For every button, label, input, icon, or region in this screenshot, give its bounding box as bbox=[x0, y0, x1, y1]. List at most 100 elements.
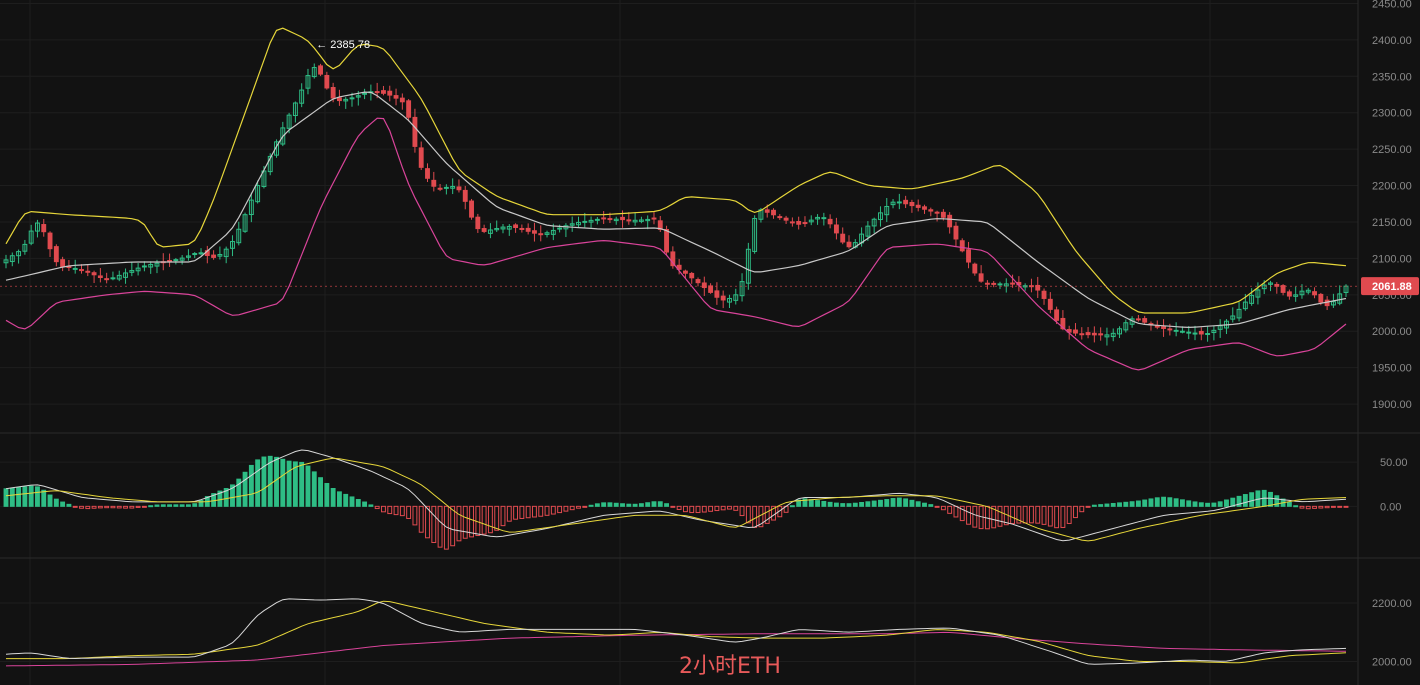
macd-histogram-bar-positive bbox=[292, 461, 298, 507]
candle-down bbox=[538, 233, 544, 236]
candle-up bbox=[506, 225, 512, 230]
candle-up bbox=[896, 201, 902, 204]
macd-histogram-bar-negative bbox=[141, 505, 147, 508]
macd-histogram-bar-positive bbox=[47, 494, 53, 507]
macd-histogram-bar-negative bbox=[437, 505, 443, 548]
candle-up bbox=[292, 102, 298, 117]
candle-up bbox=[752, 217, 758, 252]
candle-down bbox=[777, 216, 783, 219]
bollinger-lower-line bbox=[5, 117, 1347, 371]
indicator-pink-line bbox=[5, 631, 1347, 667]
macd-histogram-bar-negative bbox=[431, 505, 437, 543]
candle-down bbox=[462, 189, 468, 202]
candle-down bbox=[664, 228, 670, 253]
macd-histogram-bar-positive bbox=[1274, 495, 1280, 507]
price-axis-tick: 2000.00 bbox=[1372, 326, 1412, 338]
macd-histogram-bar-positive bbox=[192, 503, 198, 507]
candle-down bbox=[657, 220, 663, 230]
macd-histogram-bar-positive bbox=[1167, 497, 1173, 507]
candle-down bbox=[85, 270, 91, 273]
price-axis-tick: 2450.00 bbox=[1372, 0, 1412, 10]
macd-histogram-bar-positive bbox=[186, 504, 191, 507]
macd-histogram-bar-negative bbox=[1047, 505, 1053, 527]
macd-histogram-bar-negative bbox=[79, 505, 84, 509]
macd-histogram-bar-negative bbox=[1312, 505, 1317, 509]
price-axis-tick: 1950.00 bbox=[1372, 363, 1412, 375]
macd-histogram-bar-negative bbox=[393, 505, 399, 516]
candle-up bbox=[186, 255, 191, 258]
macd-histogram-bar-positive bbox=[1268, 491, 1273, 507]
macd-histogram-bar-negative bbox=[972, 505, 978, 528]
candle-up bbox=[154, 262, 160, 267]
price-pane[interactable]: ← 2385.78 bbox=[3, 27, 1349, 371]
candle-up bbox=[588, 219, 594, 223]
macd-histogram-bar-negative bbox=[557, 505, 563, 514]
candle-up bbox=[355, 95, 361, 98]
macd-histogram-bar-positive bbox=[626, 503, 632, 507]
macd-histogram-bar-positive bbox=[651, 501, 657, 507]
macd-histogram-bar-negative bbox=[959, 505, 965, 522]
price-axis-tick: 2400.00 bbox=[1372, 35, 1412, 47]
macd-histogram-bar-positive bbox=[1224, 499, 1229, 507]
candle-down bbox=[406, 100, 412, 118]
candle-up bbox=[1186, 331, 1192, 334]
macd-pane[interactable] bbox=[3, 449, 1349, 550]
candle-up bbox=[494, 228, 500, 231]
macd-histogram-bar-positive bbox=[305, 465, 311, 507]
candle-down bbox=[783, 217, 789, 221]
indicator-pane[interactable] bbox=[5, 598, 1347, 667]
macd-histogram-bar-negative bbox=[1324, 505, 1330, 509]
macd-histogram-bar-negative bbox=[947, 505, 953, 514]
macd-histogram-bar-positive bbox=[41, 489, 47, 507]
macd-histogram-bar-positive bbox=[1192, 501, 1198, 507]
macd-histogram-bar-positive bbox=[368, 504, 374, 507]
macd-histogram-bar-negative bbox=[777, 505, 783, 518]
macd-histogram-bar-negative bbox=[1041, 505, 1047, 525]
macd-histogram-bar-positive bbox=[311, 471, 317, 507]
macd-histogram-bar-negative bbox=[771, 505, 776, 521]
macd-histogram-bar-positive bbox=[35, 486, 40, 507]
candle-down bbox=[1161, 326, 1166, 330]
candle-down bbox=[689, 272, 695, 279]
candle-down bbox=[425, 168, 430, 179]
candle-down bbox=[607, 218, 613, 221]
macd-histogram-bar-positive bbox=[280, 458, 286, 507]
indicator-white-line bbox=[5, 598, 1347, 665]
price-axis[interactable]: 2450.00 2400.00 2350.00 2300.00 2250.00 2200.… bbox=[0, 0, 1419, 669]
candle-up bbox=[274, 141, 279, 156]
candle-up bbox=[1293, 294, 1299, 297]
candle-down bbox=[695, 279, 701, 284]
macd-histogram-bar-negative bbox=[733, 505, 739, 511]
candle-down bbox=[381, 90, 386, 94]
candle-down bbox=[915, 204, 921, 208]
macd-histogram-bar-positive bbox=[66, 503, 72, 507]
candle-down bbox=[764, 209, 770, 213]
macd-histogram-bar-positive bbox=[173, 504, 179, 507]
candle-up bbox=[230, 241, 235, 249]
candle-up bbox=[9, 255, 15, 263]
macd-histogram-bar-positive bbox=[833, 502, 839, 507]
macd-histogram-bar-positive bbox=[1293, 505, 1299, 508]
macd-histogram-bar-positive bbox=[645, 502, 651, 507]
macd-histogram-bar-positive bbox=[802, 498, 808, 507]
candle-down bbox=[1091, 332, 1097, 336]
candle-up bbox=[821, 217, 827, 220]
macd-histogram-bar-negative bbox=[425, 505, 430, 539]
macd-histogram-bar-positive bbox=[915, 501, 921, 507]
macd-histogram-bar-positive bbox=[1142, 499, 1148, 507]
candle-down bbox=[789, 221, 795, 224]
candle-down bbox=[330, 87, 336, 99]
price-axis-tick: 2150.00 bbox=[1372, 217, 1412, 229]
macd-histogram-bar-positive bbox=[343, 493, 349, 507]
macd-histogram-bar-negative bbox=[966, 505, 971, 525]
candle-down bbox=[79, 269, 84, 272]
candle-down bbox=[833, 224, 839, 234]
candle-down bbox=[651, 217, 657, 220]
candle-down bbox=[796, 221, 802, 225]
macd-histogram-bar-negative bbox=[381, 505, 386, 513]
macd-histogram-bar-positive bbox=[922, 502, 927, 507]
macd-histogram-bar-negative bbox=[116, 505, 122, 509]
candle-up bbox=[1249, 294, 1255, 304]
macd-histogram-bar-negative bbox=[544, 505, 550, 516]
